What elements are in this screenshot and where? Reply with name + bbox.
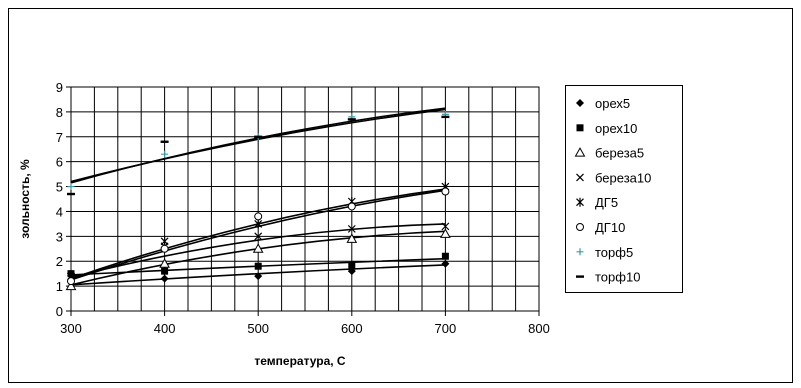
point-торф10 <box>441 115 450 119</box>
y-tick-label: 6 <box>56 155 63 170</box>
point-торф10 <box>67 192 75 196</box>
point-береза5 <box>440 228 451 238</box>
point-торф5 <box>161 150 169 158</box>
y-tick-label: 3 <box>56 229 63 244</box>
x-tick-label: 600 <box>341 321 363 336</box>
trendline-береза10 <box>70 223 446 279</box>
legend-marker-береза10 <box>576 173 584 182</box>
legend-marker-орех5 <box>576 99 584 107</box>
legend-label-ДГ10: ДГ10 <box>595 220 625 235</box>
point-ДГ10 <box>441 187 450 196</box>
legend-label-береза5: береза5 <box>595 146 644 161</box>
x-tick-label: 800 <box>528 321 550 336</box>
point-орех5 <box>254 272 263 281</box>
point-ДГ10 <box>160 244 169 253</box>
point-береза10 <box>347 224 356 233</box>
point-орех10 <box>161 267 169 275</box>
y-tick-label: 5 <box>56 180 63 195</box>
data-points <box>65 110 451 291</box>
y-tick-label: 8 <box>56 105 63 120</box>
legend-label-орех10: орех10 <box>595 121 637 136</box>
point-береза5 <box>65 280 77 291</box>
y-tick-label: 4 <box>56 204 63 219</box>
legend-marker-орех10 <box>576 124 584 132</box>
grid <box>66 86 540 316</box>
x-axis-title: температура, С <box>254 354 346 368</box>
point-орех5 <box>441 259 450 268</box>
point-ДГ10 <box>347 202 356 211</box>
y-tick-label: 1 <box>56 279 63 294</box>
point-береза5 <box>159 258 170 268</box>
legend-marker-береза5 <box>574 147 586 157</box>
y-tick-label: 0 <box>56 304 63 319</box>
legend-box <box>565 85 683 293</box>
x-tick-label: 300 <box>60 321 82 336</box>
tick-labels: 300 400 500 600 700 800 0 1 2 3 4 5 6 7 8 9 <box>56 80 550 336</box>
point-орех10 <box>67 270 75 278</box>
point-береза5 <box>252 243 264 253</box>
y-tick-label: 9 <box>56 80 63 95</box>
legend-label-орех5: орех5 <box>595 96 630 111</box>
point-береза10 <box>254 232 263 241</box>
point-орех10 <box>348 262 356 270</box>
point-ДГ5 <box>254 219 263 229</box>
y-tick-label: 2 <box>56 254 63 269</box>
x-tick-label: 400 <box>154 321 176 336</box>
legend-label-торф5: торф5 <box>595 245 633 260</box>
legend: орех5 орех10 береза5 береза10 ДГ5 ДГ10 торф5 то… <box>565 85 683 293</box>
legend-marker-торф10 <box>576 275 584 278</box>
point-орех5 <box>160 274 169 283</box>
point-ДГ10 <box>67 277 75 286</box>
point-торф5 <box>67 183 75 191</box>
point-торф10 <box>254 135 263 138</box>
point-ДГ5 <box>160 236 169 246</box>
x-tick-label: 700 <box>435 321 457 336</box>
point-береза10 <box>441 222 450 231</box>
point-торф10 <box>347 118 356 121</box>
point-орех10 <box>254 262 262 270</box>
y-tick-label: 7 <box>56 130 63 145</box>
legend-label-торф10: торф10 <box>595 270 640 285</box>
x-tick-label: 500 <box>247 321 269 336</box>
legend-marker-ДГ5 <box>576 197 584 207</box>
y-axis-title: зольность, % <box>18 159 32 239</box>
legend-label-ДГ5: ДГ5 <box>595 195 618 210</box>
legend-label-береза10: береза10 <box>595 170 651 185</box>
legend-marker-торф5 <box>576 248 584 256</box>
point-береза5 <box>346 233 358 243</box>
point-торф10 <box>160 140 169 143</box>
point-орех10 <box>441 252 449 260</box>
legend-marker-ДГ10 <box>576 223 584 231</box>
point-ДГ10 <box>254 212 263 221</box>
